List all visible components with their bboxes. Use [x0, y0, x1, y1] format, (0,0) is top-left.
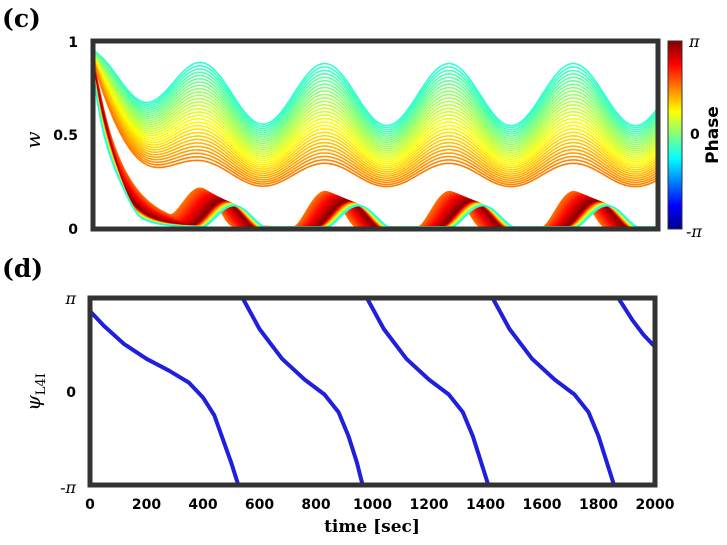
panel-d-lines — [90, 298, 655, 485]
phase-curve — [93, 50, 658, 133]
colorbar — [667, 40, 683, 230]
panel-c-label: (c) — [2, 4, 41, 33]
panel-d-xtick-200: 200 — [132, 497, 161, 513]
panel-d-xtick-1800: 1800 — [579, 497, 618, 513]
phase-curve — [93, 59, 658, 188]
phase-curve — [93, 52, 658, 144]
phase-curve — [93, 57, 658, 177]
phase-line-1 — [240, 298, 365, 485]
phase-line-2 — [365, 298, 491, 485]
phase-curve — [93, 56, 658, 171]
phase-curve — [93, 51, 658, 140]
phase-curve — [93, 53, 658, 150]
panel-c-ytick-0: 0 — [68, 222, 78, 238]
phase-curve — [93, 56, 658, 167]
panel-d-xlabel: time [sec] — [324, 517, 420, 537]
panel-d-ylabel-main: ψ — [21, 395, 45, 411]
panel-d-xtick-1400: 1400 — [466, 497, 505, 513]
panel-c-frame — [90, 38, 661, 232]
panel-d-xtick-400: 400 — [188, 497, 217, 513]
phase-curve — [93, 58, 658, 182]
phase-curve — [93, 51, 658, 137]
panel-d-xtick-0: 0 — [85, 497, 95, 513]
phase-curve — [93, 53, 658, 152]
panel-d-ylabel: ψL4I — [21, 373, 49, 411]
phase-curve — [93, 57, 658, 175]
colorbar-tick-neg-pi: -π — [686, 222, 702, 241]
panel-d-label: (d) — [2, 254, 43, 283]
panel-d-ytick-0: 0 — [66, 385, 76, 401]
colorbar-tick-pi: π — [688, 32, 700, 51]
panel-c-lines — [93, 49, 658, 228]
panel-d-frame — [87, 295, 658, 488]
phase-line-0 — [90, 309, 241, 485]
panel-d-ylabel-sub: L4I — [34, 373, 49, 395]
phase-curve — [93, 50, 658, 129]
phase-curve — [93, 59, 658, 186]
phase-curve — [93, 50, 658, 131]
phase-curve — [93, 55, 658, 163]
phase-curve — [93, 57, 658, 173]
panel-d-xtick-1200: 1200 — [410, 497, 449, 513]
phase-curve — [93, 51, 658, 135]
panel-c-ylabel: w — [21, 131, 45, 148]
panel-d-ytick-neg-pi: -π — [60, 478, 76, 497]
phase-curve — [93, 56, 658, 169]
phase-line-4 — [616, 298, 655, 349]
panel-d-xtick-600: 600 — [245, 497, 274, 513]
panel-d-xticks: 0 200 400 600 800 1000 1200 1400 1600 1800 2000 — [85, 497, 675, 513]
phase-curve — [93, 54, 658, 154]
phase-curve — [93, 58, 658, 184]
colorbar-tick-0: 0 — [690, 127, 700, 143]
phase-curve — [93, 53, 658, 148]
panel-d-xtick-1600: 1600 — [523, 497, 562, 513]
svg-text:ψL4I: ψL4I — [21, 373, 49, 411]
phase-curve — [93, 54, 658, 158]
panel-d-xtick-800: 800 — [301, 497, 330, 513]
phase-curve — [93, 52, 658, 146]
panel-d-xtick-1000: 1000 — [353, 497, 392, 513]
phase-curve — [93, 58, 658, 180]
phase-line-3 — [490, 298, 616, 485]
panel-c-ytick-0.5: 0.5 — [53, 128, 78, 144]
phase-curve — [93, 52, 658, 142]
phase-curve — [93, 54, 658, 156]
panel-c-ytick-1: 1 — [68, 35, 78, 51]
phase-curve — [93, 55, 658, 161]
phase-curve — [93, 55, 658, 165]
panel-d-xtick-2000: 2000 — [636, 497, 675, 513]
panel-d-ytick-pi: π — [64, 289, 76, 308]
colorbar-label: Phase — [703, 106, 723, 164]
phase-curve — [93, 49, 658, 127]
